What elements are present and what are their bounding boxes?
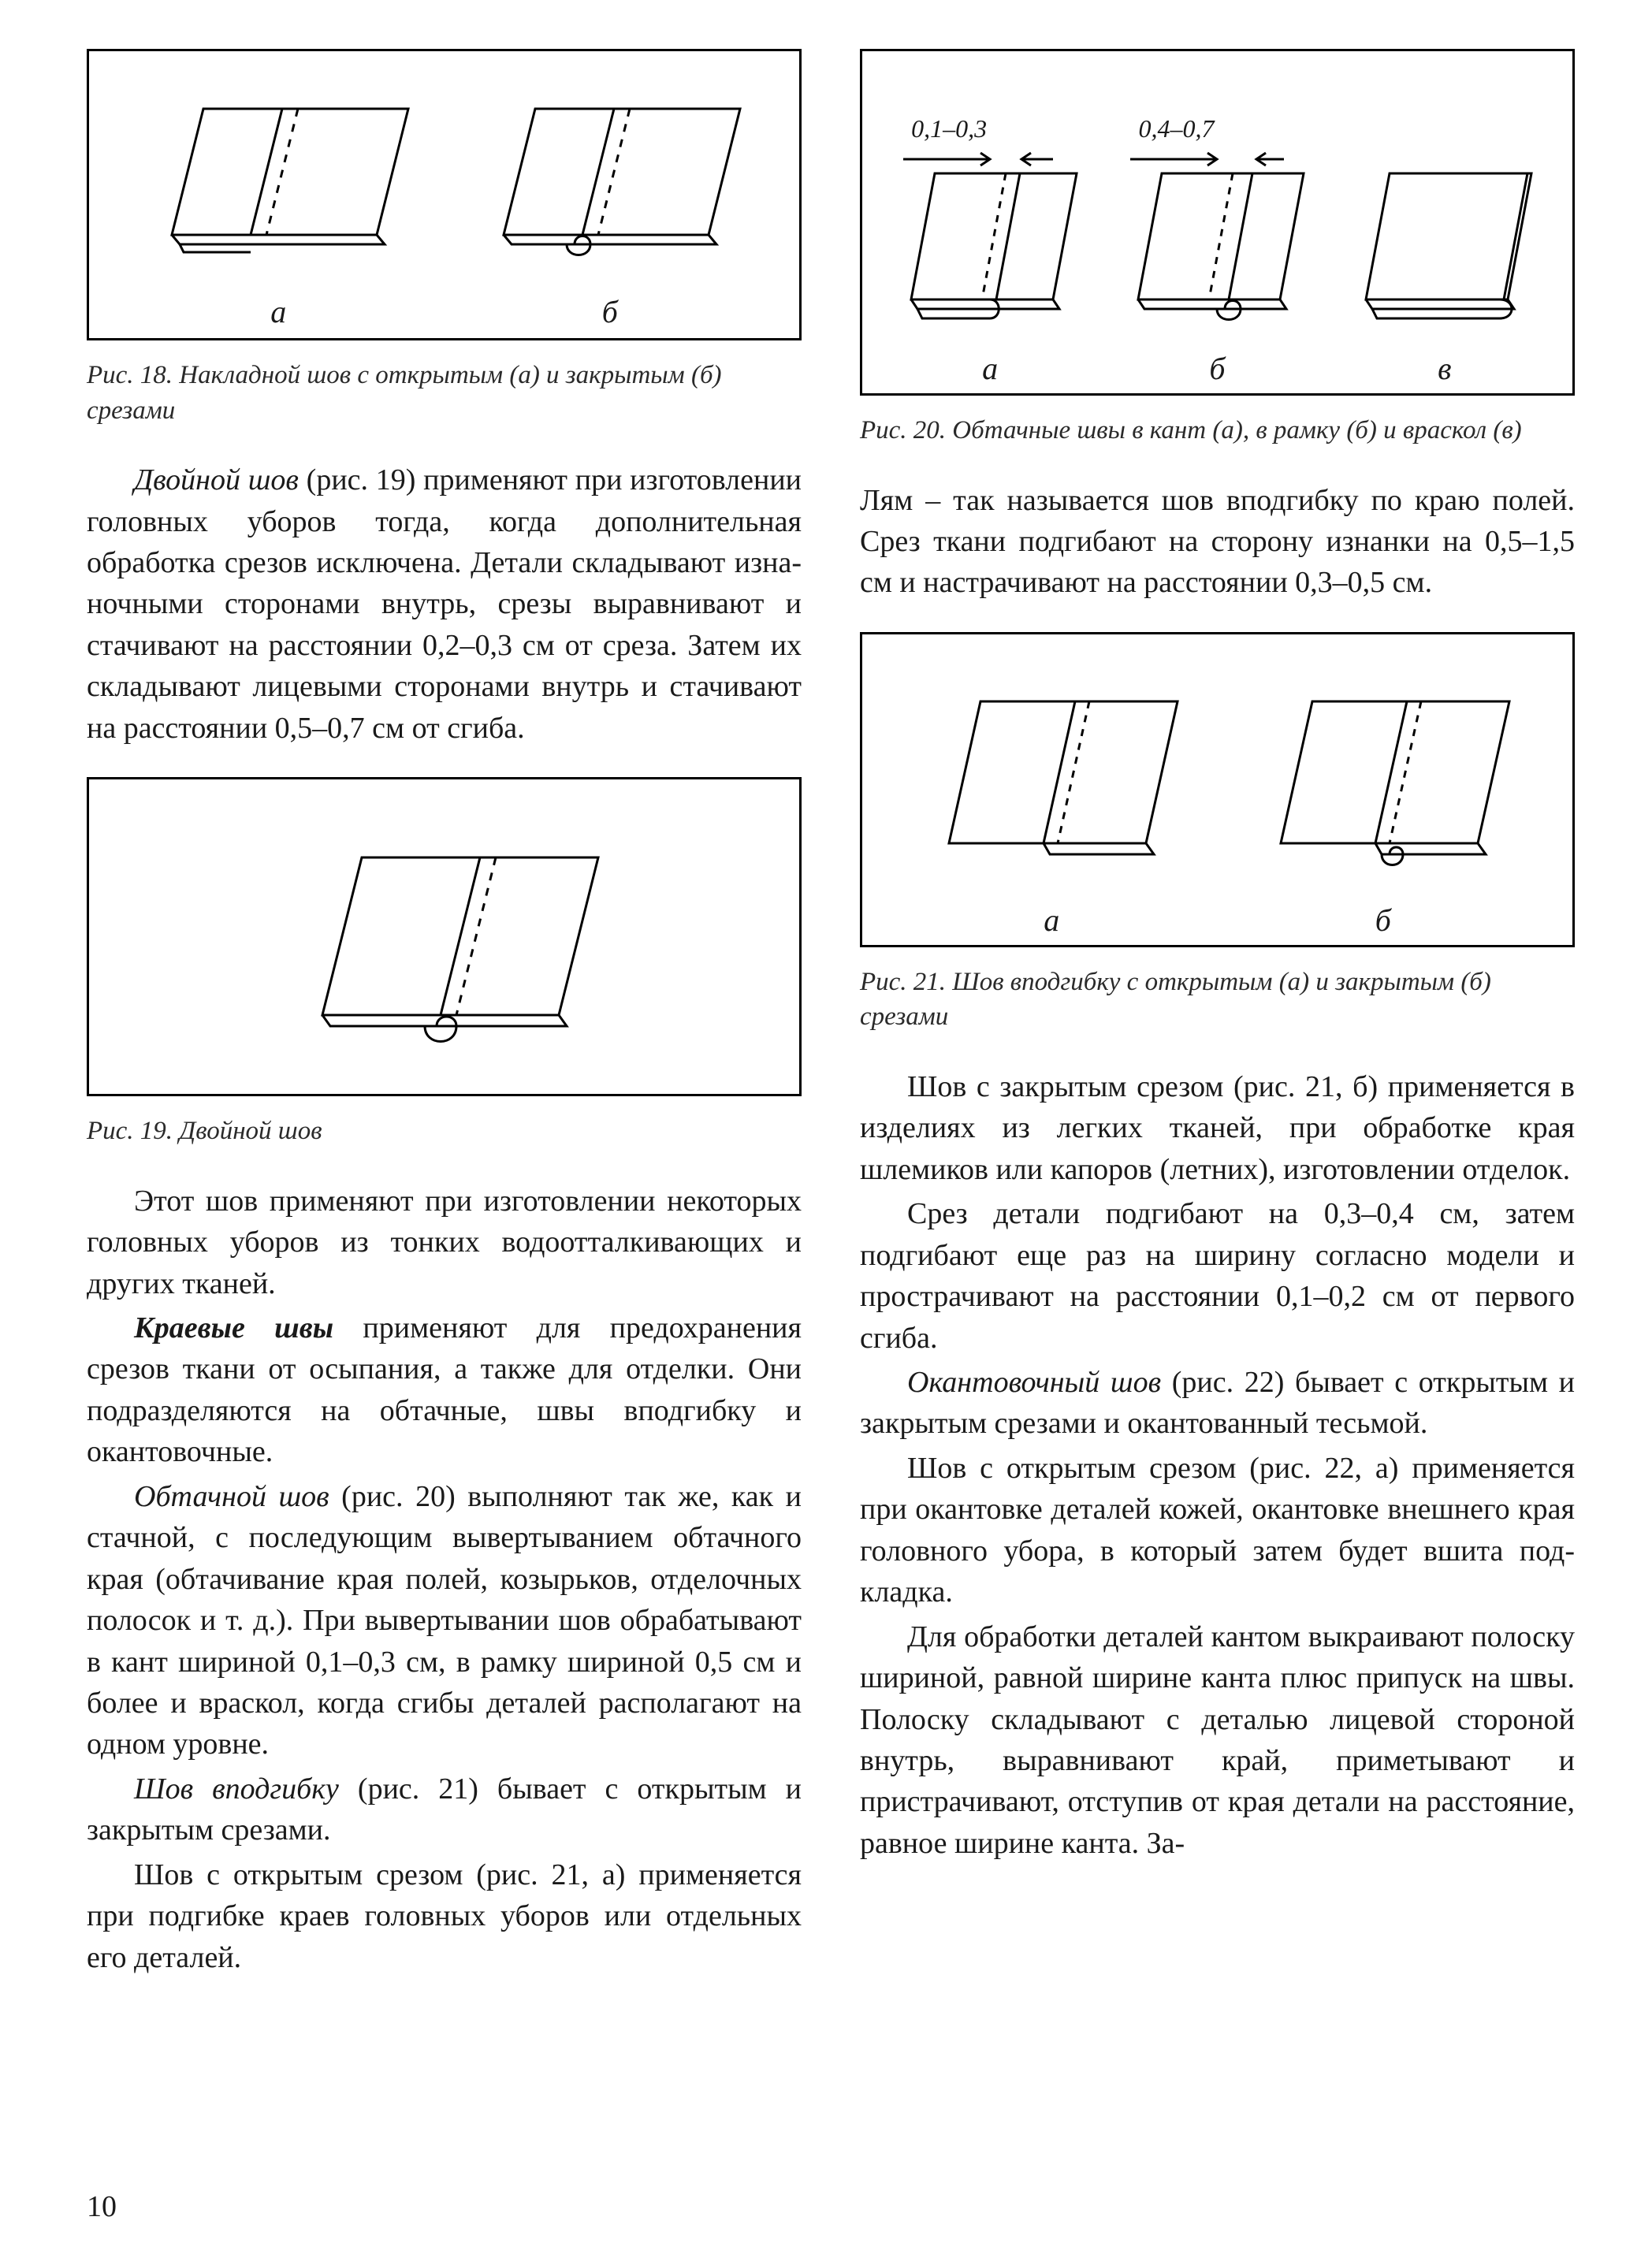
paragraph-hem-seam: Шов вподгибку (рис. 21) бывает с от­крыт… (87, 1768, 802, 1851)
figure-18-label-a: а (140, 293, 416, 330)
figure-21-label-a: а (917, 902, 1185, 939)
para-text: (рис. 19) применяют при изготовлении гол… (87, 463, 802, 745)
figure-18-caption: Рис. 18. Накладной шов с открытым (а) и … (87, 358, 802, 428)
figure-18-box: а б (87, 49, 802, 340)
figure-20-box: 0,1–0,3 (860, 49, 1575, 396)
paragraph-h: Шов с закрытым срезом (рис. 21, б) приме… (860, 1066, 1575, 1190)
figure-20-label-b: б (1114, 350, 1319, 387)
lead-bolditalic: Краевые швы (134, 1311, 333, 1344)
page-number: 10 (87, 2189, 117, 2224)
lead-italic: Шов вподгибку (134, 1772, 339, 1806)
lead-italic: Обтачной шов (134, 1480, 329, 1513)
seam-diagram-icon (472, 77, 748, 282)
paragraph-f: Шов с открытым срезом (рис. 21, а) приме… (87, 1854, 802, 1978)
page: а б Рис. (0, 0, 1652, 2265)
figure-21-box: а б (860, 632, 1575, 947)
two-column-layout: а б Рис. (87, 49, 1575, 2137)
figure-20-ann-b: 0,4–0,7 (1138, 114, 1214, 143)
figure-18-a: а (140, 77, 416, 330)
figure-20-c: в (1342, 87, 1547, 387)
figure-18-label-b: б (472, 293, 748, 330)
figure-19-diagram (275, 818, 614, 1070)
figure-21-label-b: б (1249, 902, 1517, 939)
seam-diagram-icon (275, 818, 614, 1070)
paragraph-facing-seam: Обтачной шов (рис. 20) выполняют так же,… (87, 1476, 802, 1765)
figure-21-caption: Рис. 21. Шов вподгибку с открытым (а) и … (860, 965, 1575, 1035)
paragraph-k: Шов с открытым срезом (рис. 22, а) приме… (860, 1448, 1575, 1613)
paragraph-binding-seam: Окантовочный шов (рис. 22) бывает с откр… (860, 1362, 1575, 1445)
seam-diagram-icon (140, 77, 416, 282)
paragraph-edge-seams: Краевые швы применяют для предо­хранения… (87, 1307, 802, 1473)
figure-21-b: б (1249, 662, 1517, 939)
paragraph-double-seam: Двойной шов (рис. 19) применяют при изго… (87, 459, 802, 749)
figure-21-a: а (917, 662, 1185, 939)
figure-20-caption: Рис. 20. Обтачные швы в кант (а), в рамк… (860, 413, 1575, 448)
paragraph-g: Лям – так называется шов вподгибку по кр… (860, 480, 1575, 604)
figure-20-ann-a: 0,1–0,3 (911, 114, 987, 143)
seam-diagram-icon (1249, 662, 1517, 891)
figure-19-box (87, 777, 802, 1096)
seam-diagram-icon (1342, 87, 1547, 339)
figure-19-caption: Рис. 19. Двойной шов (87, 1114, 802, 1149)
paragraph-b: Этот шов применяют при изготовле­нии нек… (87, 1181, 802, 1304)
lead-italic: Двойной шов (134, 463, 299, 497)
figure-20-a: 0,1–0,3 (887, 87, 1092, 387)
figure-20-label-c: в (1342, 350, 1547, 387)
figure-20-label-a: а (887, 350, 1092, 387)
figure-18-b: б (472, 77, 748, 330)
para-text: (рис. 20) выполняют так же, как и стачно… (87, 1480, 802, 1761)
lead-italic: Окантовочный шов (907, 1366, 1161, 1399)
seam-diagram-icon (917, 662, 1185, 891)
paragraph-i: Срез детали подгибают на 0,3–0,4 см, зат… (860, 1193, 1575, 1359)
paragraph-l: Для обработки деталей кантом выкраи­вают… (860, 1616, 1575, 1865)
figure-20-b: 0,4–0,7 (1114, 87, 1319, 387)
